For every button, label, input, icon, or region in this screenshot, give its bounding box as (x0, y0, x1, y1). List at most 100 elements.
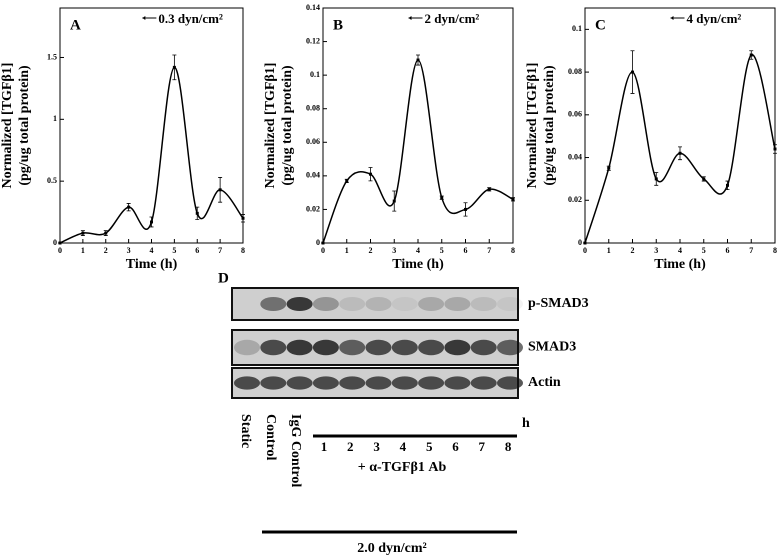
y-axis-label: Normalized [TGFβ1] (263, 63, 278, 189)
x-tick-label: 0 (321, 246, 325, 255)
data-point (749, 53, 753, 57)
blot-band (234, 376, 260, 390)
blot-band (312, 376, 339, 390)
time-unit: h (522, 416, 530, 431)
legend-marker (408, 16, 412, 20)
y-tick-label: 0.02 (568, 195, 582, 204)
data-point (321, 241, 325, 245)
x-tick-label: 5 (702, 246, 706, 255)
blot-band (365, 376, 392, 390)
data-point (440, 196, 444, 200)
x-tick-label: 4 (678, 246, 682, 255)
data-point (104, 231, 108, 235)
data-point (511, 197, 515, 201)
y-tick-label: 0.04 (306, 171, 320, 180)
lane-label: Control (263, 414, 278, 461)
x-tick-label: 1 (607, 246, 611, 255)
data-point (487, 187, 491, 191)
x-tick-label: 8 (241, 246, 245, 255)
legend-label: 2 dyn/cm² (425, 11, 480, 26)
legend-marker (670, 16, 674, 20)
treatment-label: + α-TGFβ1 Ab (358, 460, 447, 475)
timepoint-label: 1 (321, 439, 328, 454)
x-tick-label: 4 (150, 246, 154, 255)
x-tick-label: 6 (726, 246, 730, 255)
data-point (583, 241, 587, 245)
x-tick-label: 5 (172, 246, 176, 255)
shear-label: 2.0 dyn/cm² (357, 541, 427, 556)
timepoint-label: 4 (400, 439, 407, 454)
blot-band (444, 376, 471, 390)
plot-frame (322, 7, 514, 244)
row-label: p-SMAD3 (528, 296, 589, 311)
row-label: SMAD3 (528, 340, 576, 355)
blot-band (444, 339, 471, 356)
y-tick-label: 0.1 (310, 70, 320, 79)
y-tick-label: 0.08 (568, 67, 582, 76)
legend-marker (142, 16, 146, 20)
x-tick-label: 6 (464, 246, 468, 255)
panel-label: C (595, 17, 606, 33)
x-tick-label: 0 (583, 246, 587, 255)
blot-band (286, 376, 313, 390)
data-point (654, 177, 658, 181)
blot-band (365, 339, 392, 356)
blot-band (391, 376, 418, 390)
x-tick-label: 3 (654, 246, 658, 255)
blot-band (234, 339, 260, 356)
data-point (345, 179, 349, 183)
x-tick-label: 4 (416, 246, 420, 255)
blot-band (286, 339, 313, 356)
panel-label: A (70, 17, 81, 33)
blot-band (391, 296, 418, 312)
blot-band (497, 296, 523, 312)
x-tick-label: 7 (749, 246, 753, 255)
panel-label: B (333, 17, 343, 33)
timepoint-label: 7 (479, 439, 486, 454)
x-axis-label: Time (h) (126, 257, 178, 272)
data-line (322, 59, 514, 244)
data-point (127, 205, 131, 209)
y-axis-label: (pg/ug total protein) (17, 65, 32, 186)
timepoint-label: 2 (347, 439, 354, 454)
blot-band (470, 376, 497, 390)
y-tick-label: 0.02 (306, 204, 320, 213)
y-axis-label: Normalized [TGFβ1] (0, 63, 15, 189)
blot-band (444, 296, 471, 312)
x-tick-label: 7 (218, 246, 222, 255)
y-tick-label: 0 (316, 238, 320, 247)
blot-band (418, 339, 445, 356)
data-point (58, 241, 62, 245)
timepoint-label: 8 (505, 439, 512, 454)
legend-label: 0.3 dyn/cm² (158, 11, 223, 26)
y-tick-label: 1.5 (47, 52, 57, 61)
data-point (81, 231, 85, 235)
x-tick-label: 2 (104, 246, 108, 255)
x-axis-label: Time (h) (654, 257, 706, 272)
x-tick-label: 3 (127, 246, 131, 255)
data-point (726, 183, 729, 187)
blot-band (418, 376, 445, 390)
panel-label: D (218, 270, 229, 286)
lane-label: Static (238, 414, 253, 448)
blot-band (365, 296, 392, 312)
y-axis-label: Normalized [TGFβ1] (525, 63, 540, 189)
blot-band (470, 296, 497, 312)
blot-band (286, 296, 313, 312)
data-point (702, 177, 706, 181)
data-point (150, 220, 153, 224)
x-tick-label: 5 (440, 246, 444, 255)
blot-band (418, 296, 445, 312)
y-tick-label: 0.06 (568, 110, 582, 119)
plot-frame (584, 7, 776, 244)
y-tick-label: 1 (53, 114, 57, 123)
blot-band (391, 339, 418, 356)
data-point (195, 211, 199, 215)
blot-band (312, 339, 339, 356)
data-point (392, 199, 396, 203)
y-tick-label: 0.08 (306, 104, 320, 113)
y-tick-label: 0.5 (47, 176, 57, 185)
data-point (172, 65, 176, 69)
x-tick-label: 8 (773, 246, 777, 255)
blot-band (339, 376, 366, 390)
